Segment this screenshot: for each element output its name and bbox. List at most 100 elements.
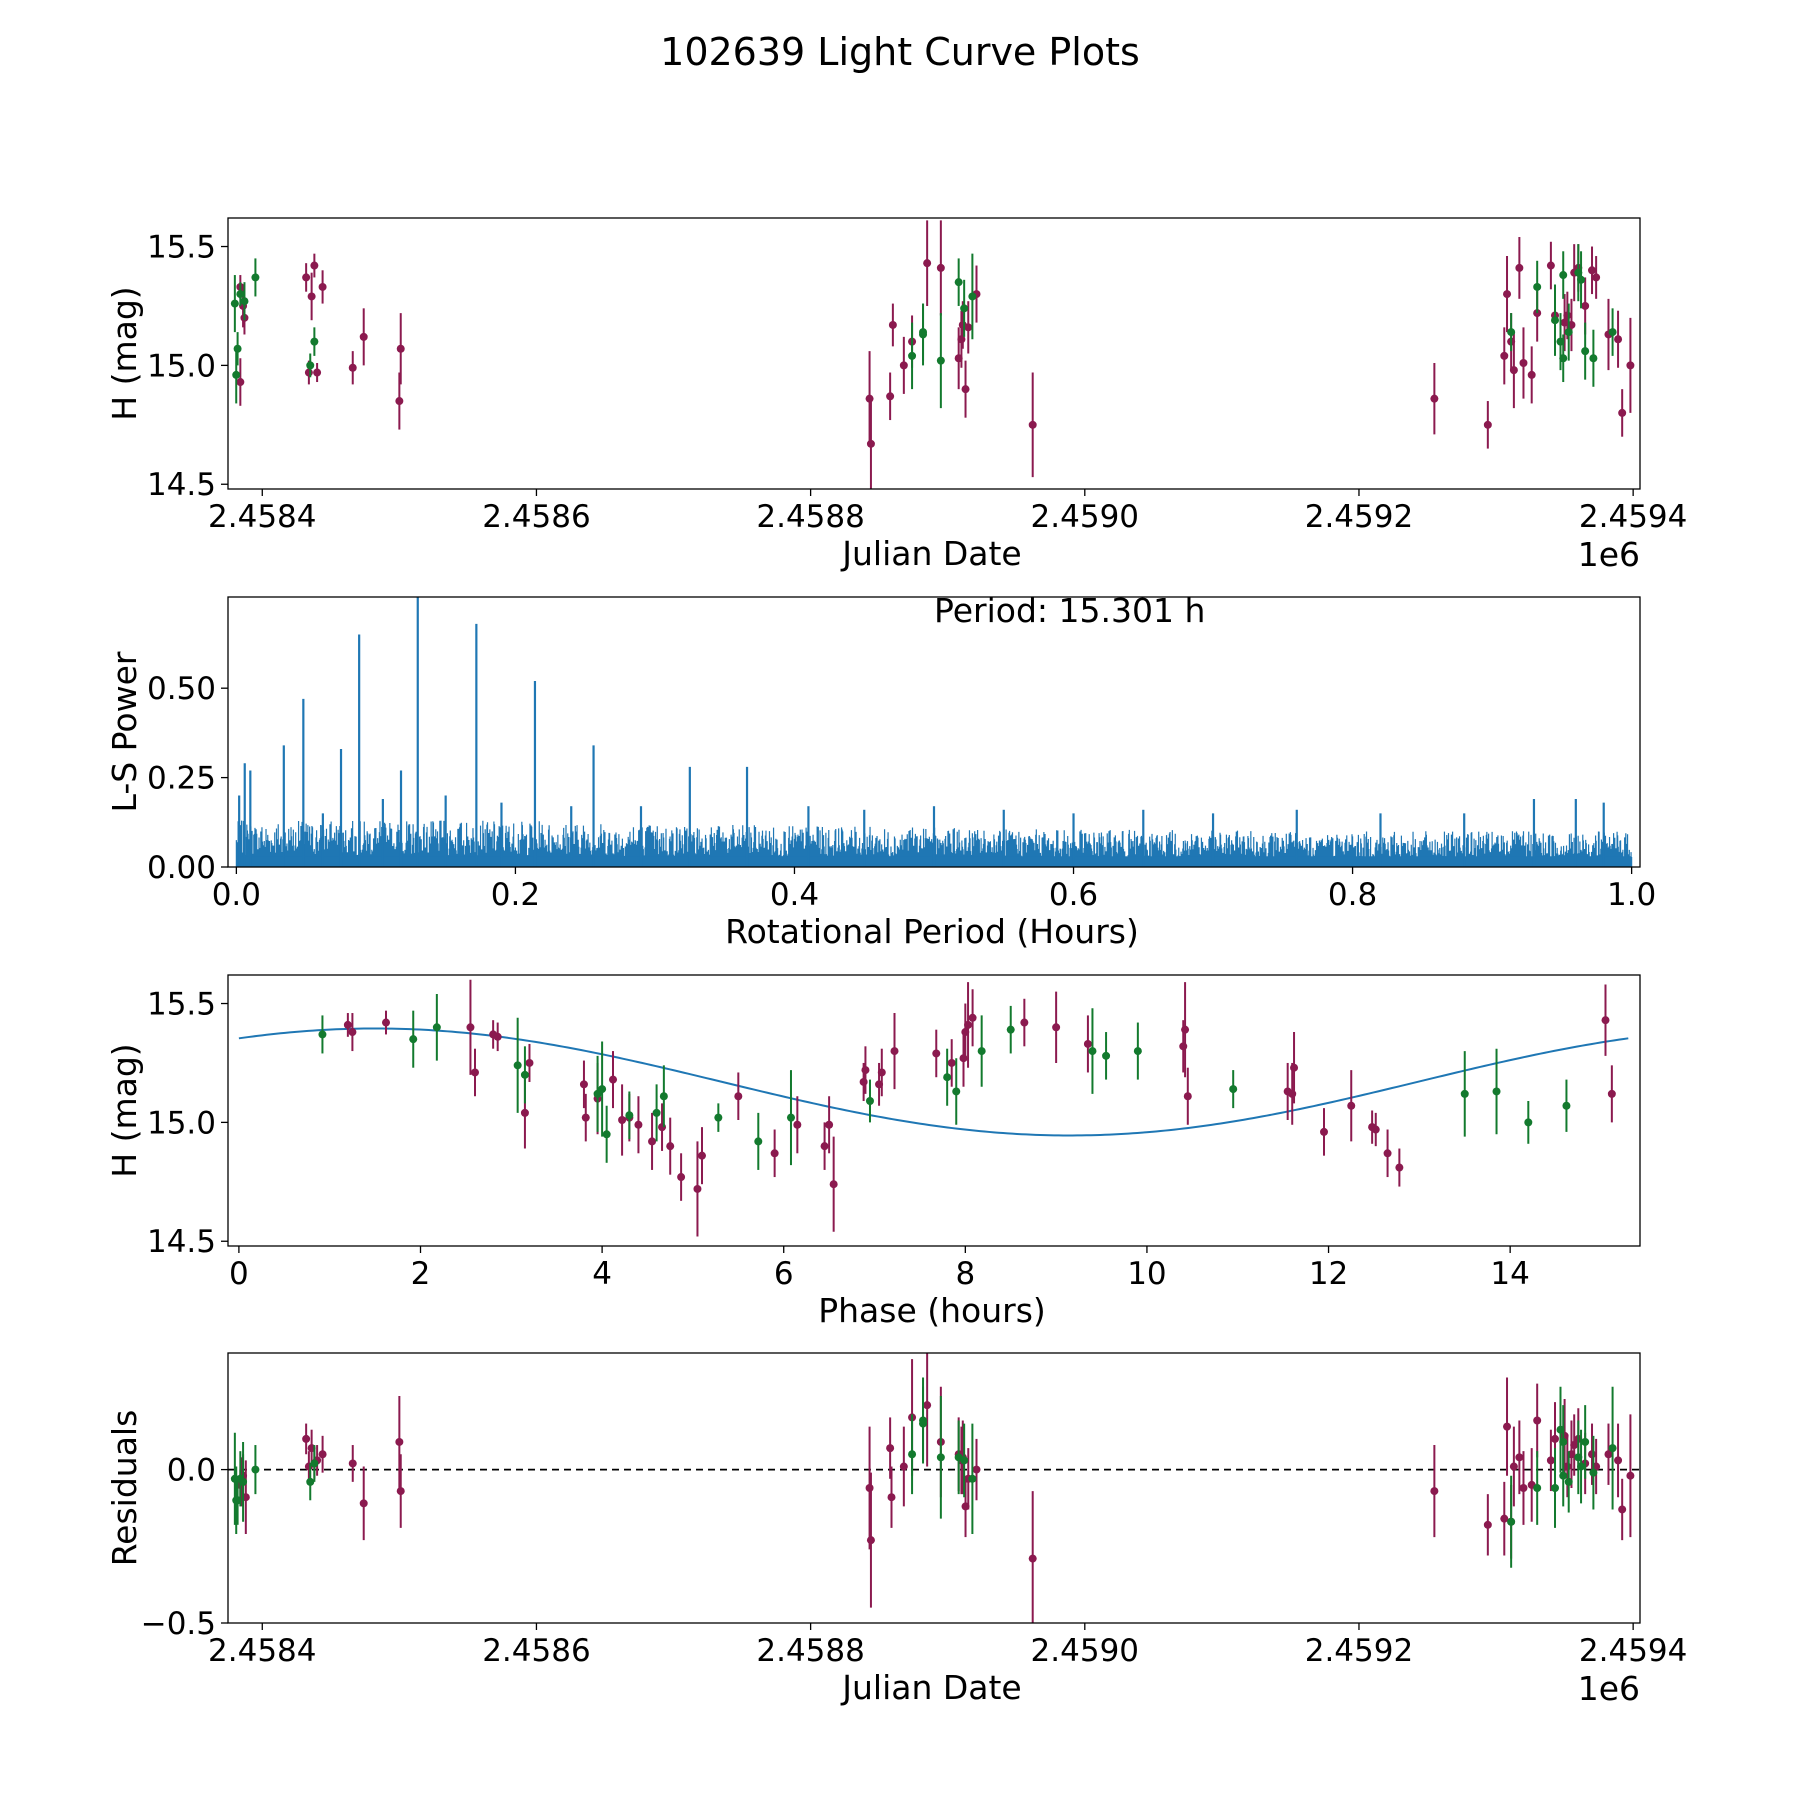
data-point [886,392,895,401]
data-point [513,1061,522,1070]
series-filter-2 [230,1377,1617,1568]
data-point [952,1087,961,1096]
data-point [899,361,908,370]
model-curve [238,1027,1629,1137]
x-tick-label: 2.4586 [482,1633,590,1669]
y-tick-label: 14.5 [147,467,216,503]
x-tick-label: 0.6 [1049,877,1098,913]
data-point [829,1180,838,1189]
data-point [466,1023,475,1032]
panel-residuals: 2.4584 2.4586 2.4588 2.4590 2.4592 2.4594 −0.5… [105,1352,1687,1708]
data-point [648,1137,657,1146]
data-point [310,337,319,346]
data-point [936,263,945,272]
x-tick-label: 10 [1127,1256,1166,1292]
data-point [1546,261,1555,270]
phase-fold-plot-area [238,979,1629,1237]
y-axis-label: Residuals [105,1410,144,1567]
data-point [1559,354,1568,363]
y-tick-label: 15.5 [147,230,216,266]
data-point [936,1453,945,1462]
data-point [908,1450,917,1459]
data-point [1052,1023,1061,1032]
y-tick-label: 15.5 [147,987,216,1023]
data-point [899,1462,908,1471]
data-point [825,1120,834,1129]
data-point [1588,1450,1597,1459]
data-point [1507,1517,1516,1526]
data-point [609,1075,618,1084]
x-tick-label: 2.4590 [1031,1633,1139,1669]
x-tick-label: 2.4584 [208,499,316,535]
data-point [395,1437,404,1446]
data-point [1607,1089,1616,1098]
data-point [947,1058,956,1067]
x-tick-label: 0 [229,1256,249,1292]
data-point [677,1173,686,1182]
panel-periodogram: 0.0 0.2 0.4 0.6 0.8 1.0 0.00 0.25 0.50 Rotational… [105,591,1656,951]
data-point [1563,311,1572,320]
data-point [890,1047,899,1056]
data-point [1509,1462,1518,1471]
data-point [754,1137,763,1146]
panel-lightcurve: 2.4584 2.4586 2.4588 2.4590 2.4592 2.4594 14.5… [105,217,1687,574]
data-point [1503,1422,1512,1431]
data-point [1509,366,1518,375]
data-point [1618,1505,1627,1514]
data-point [343,1020,352,1029]
y-tick-label: 0.50 [147,671,216,707]
axes-frame [227,217,1641,490]
data-point [923,1401,932,1410]
y-tick-label: 15.0 [147,1105,216,1141]
data-point [964,1020,973,1029]
data-point [1229,1085,1238,1094]
data-point [1483,1520,1492,1529]
data-point [1181,1025,1190,1034]
x-tick-label: 2.4594 [1579,1633,1687,1669]
panel-phase-fold: 0 2 4 6 8 10 12 14 14.5 15.0 15.5 Phase (hours) H (m… [105,974,1641,1330]
data-point [233,344,242,353]
data-point [1570,1441,1579,1450]
data-point [602,1130,611,1139]
y-tick-label: 15.0 [147,348,216,384]
data-point [786,1113,795,1122]
data-point [432,1023,441,1032]
data-point [348,363,357,372]
x-tick-label: 4 [592,1256,612,1292]
y-axis-label: L-S Power [105,651,144,812]
x-axis-label: Phase (hours) [818,1291,1046,1330]
data-point [734,1092,743,1101]
data-point [381,1018,390,1027]
x-tick-label: 2.4590 [1031,499,1139,535]
series-filter-1 [236,220,1635,489]
data-point [1519,359,1528,368]
data-point [1006,1025,1015,1034]
figure-title: 102639 Light Curve Plots [660,30,1140,74]
data-point [1577,1462,1586,1471]
axes-frame [227,596,1641,868]
data-point [1533,1416,1542,1425]
data-point [359,1499,368,1508]
data-point [861,1066,870,1075]
data-point [348,1459,357,1468]
data-point [493,1032,502,1041]
data-point [304,368,313,377]
data-point [770,1149,779,1158]
x-tick-label: 0.8 [1328,877,1377,913]
data-point [1604,1450,1613,1459]
data-point [887,1493,896,1502]
data-point [1430,1487,1439,1496]
data-point [1483,420,1492,429]
x-tick-label: 8 [955,1256,975,1292]
data-point [1533,282,1542,291]
data-point [1626,361,1635,370]
series-filter-2 [230,244,1617,409]
data-point [877,1068,886,1077]
data-point [396,344,405,353]
data-point [1028,1554,1037,1563]
data-point [1626,1471,1635,1480]
data-point [820,1142,829,1151]
data-point [1028,420,1037,429]
data-point [666,1142,675,1151]
